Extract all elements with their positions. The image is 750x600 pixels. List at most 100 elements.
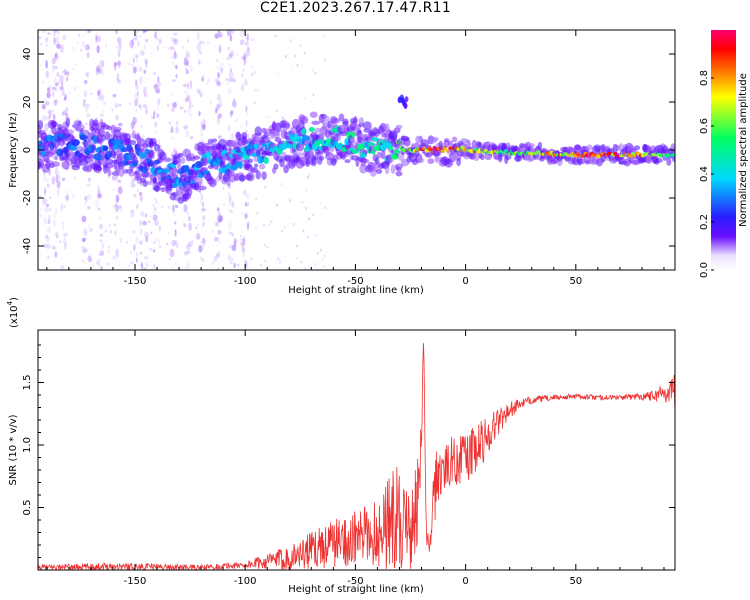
noise-speck [41, 30, 46, 33]
noise-speck [95, 36, 98, 44]
noise-speck [81, 215, 87, 223]
spectral-halo [247, 158, 253, 164]
noise-speck [83, 228, 88, 237]
noise-speck [253, 101, 256, 105]
noise-speck [246, 111, 249, 115]
noise-speck [84, 261, 87, 264]
snr-multiplier-close: ) [9, 297, 20, 301]
noise-speck [48, 236, 51, 240]
noise-speck [198, 91, 204, 97]
noise-speck [141, 30, 146, 33]
snr-x-axis: -150 -100 -50 0 50 [46, 330, 665, 587]
noise-speck [216, 214, 222, 222]
noise-speck [175, 126, 179, 134]
noise-speck [184, 97, 188, 103]
noise-speck [56, 235, 59, 239]
x-tick-label: 50 [569, 276, 582, 287]
noise-speck [39, 214, 42, 217]
noise-speck [131, 125, 135, 130]
noise-speck [135, 84, 139, 90]
x-tick-label: -50 [347, 576, 363, 587]
noise-speck [130, 209, 135, 219]
noise-speck [188, 222, 193, 231]
noise-speck [254, 70, 257, 74]
noise-speck [211, 230, 214, 233]
noise-speck [323, 34, 326, 38]
noise-speck [56, 188, 60, 197]
noise-speck [115, 194, 120, 203]
spectral-halo [473, 152, 480, 162]
noise-speck [168, 232, 171, 235]
noise-speck [111, 108, 114, 112]
y-tick-label: -20 [22, 190, 33, 206]
noise-speck [53, 37, 56, 43]
noise-speck [154, 236, 158, 244]
noise-speck [96, 35, 102, 43]
noise-speck [215, 108, 218, 114]
noise-speck [154, 207, 157, 211]
noise-speck [152, 214, 158, 221]
noise-speck [63, 97, 66, 102]
noise-speck [198, 245, 203, 253]
noise-speck [85, 122, 88, 126]
noise-speck [227, 221, 232, 230]
noise-speck [131, 127, 134, 130]
snr-x-label: Height of straight line (km) [288, 584, 424, 595]
noise-speck [146, 262, 148, 268]
noise-speck [142, 31, 146, 35]
noise-speck [154, 198, 157, 201]
spectral-halo [274, 137, 282, 143]
noise-speck [251, 73, 253, 76]
noise-speck [113, 93, 117, 98]
noise-speck [277, 257, 280, 261]
noise-speck [115, 215, 119, 220]
noise-speck [61, 90, 65, 96]
noise-speck [46, 226, 52, 233]
noise-speck [139, 75, 143, 85]
y-tick-label: 40 [22, 48, 33, 61]
noise-speck [186, 60, 189, 67]
noise-speck [186, 243, 191, 251]
noise-speck [97, 95, 103, 101]
noise-speck [135, 33, 138, 42]
spectral-halo [529, 143, 535, 149]
spectral-halo [117, 167, 125, 177]
noise-speck [44, 187, 47, 196]
noise-speck [60, 202, 63, 212]
noise-speck [142, 104, 148, 109]
noise-speck [83, 90, 88, 98]
spectral-halo [374, 131, 380, 137]
noise-speck [240, 241, 245, 248]
spectral-halo [451, 136, 458, 143]
noise-speck [209, 101, 212, 104]
noise-speck [52, 87, 57, 91]
noise-speck [134, 195, 137, 198]
noise-speck [171, 79, 176, 83]
noise-speck [306, 176, 309, 179]
noise-speck [212, 260, 215, 264]
noise-speck [289, 199, 291, 202]
noise-speck [244, 80, 248, 86]
noise-speck [243, 236, 246, 246]
spectral-halo [145, 180, 154, 185]
noise-speck [227, 268, 230, 270]
noise-speck [191, 240, 194, 243]
noise-speck [87, 193, 92, 200]
noise-speck [139, 240, 143, 245]
noise-speck [52, 86, 55, 90]
noise-speck [217, 72, 220, 79]
noise-speck [53, 114, 56, 121]
noise-speck [241, 86, 244, 92]
noise-speck [244, 213, 248, 219]
noise-speck [116, 36, 122, 44]
noise-speck [175, 120, 179, 126]
noise-speck [154, 220, 159, 226]
spectral-halo [314, 127, 321, 133]
noise-speck [136, 257, 138, 263]
noise-speck [211, 265, 214, 268]
noise-speck [231, 200, 235, 209]
spectral-halo [261, 171, 267, 180]
noise-speck [83, 237, 85, 242]
noise-speck [107, 246, 110, 249]
